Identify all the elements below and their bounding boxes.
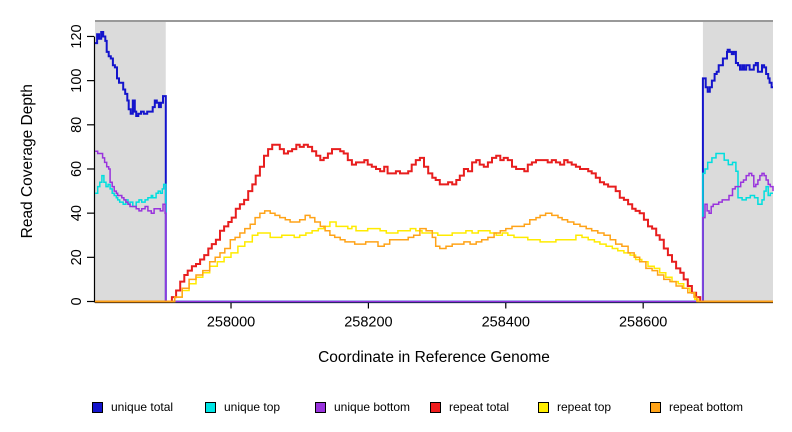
legend-label: unique top [224, 400, 281, 414]
legend-item-unique-total: unique total [92, 401, 173, 414]
legend-label: repeat top [557, 400, 612, 414]
legend-swatch-repeat-total [430, 402, 441, 413]
legend-item-unique-bottom: unique bottom [315, 401, 410, 414]
y-tick-label: 20 [69, 249, 85, 265]
y-tick-label: 80 [69, 117, 85, 133]
legend-item-repeat-bottom: repeat bottom [650, 401, 743, 414]
legend-item-repeat-total: repeat total [430, 401, 509, 414]
x-tick-label: 258600 [619, 315, 667, 331]
legend-label: unique bottom [334, 400, 411, 414]
legend-swatch-repeat-top [538, 402, 549, 413]
series-unique-top [95, 152, 773, 303]
legend-label: repeat bottom [669, 400, 744, 414]
legend-label: repeat total [449, 400, 510, 414]
y-axis-title: Read Coverage Depth [19, 84, 36, 238]
series-unique-total [95, 31, 773, 303]
x-tick-label: 258200 [344, 315, 392, 331]
x-tick-label: 258400 [482, 315, 530, 331]
legend-swatch-repeat-bottom [650, 402, 661, 413]
legend-label: unique total [111, 400, 174, 414]
series-repeat-total [95, 143, 773, 303]
y-tick-label: 100 [69, 69, 85, 93]
legend-item-unique-top: unique top [205, 401, 280, 414]
legend-swatch-unique-total [92, 402, 103, 413]
x-tick-label: 258000 [207, 315, 255, 331]
legend-item-repeat-top: repeat top [538, 401, 611, 414]
series-repeat-bottom [95, 210, 773, 303]
y-tick-label: 40 [69, 205, 85, 221]
y-tick-label: 60 [69, 161, 85, 177]
legend-swatch-unique-bottom [315, 402, 326, 413]
y-tick-label: 120 [69, 24, 85, 48]
legend-swatch-unique-top [205, 402, 216, 413]
chart-canvas: 258000 258200 258400 258600 0 20 40 60 80 100 120 C… [19, 20, 774, 366]
x-axis-title: Coordinate in Reference Genome [318, 349, 550, 366]
y-tick-label: 0 [69, 297, 85, 305]
series-unique-bottom [95, 150, 774, 303]
